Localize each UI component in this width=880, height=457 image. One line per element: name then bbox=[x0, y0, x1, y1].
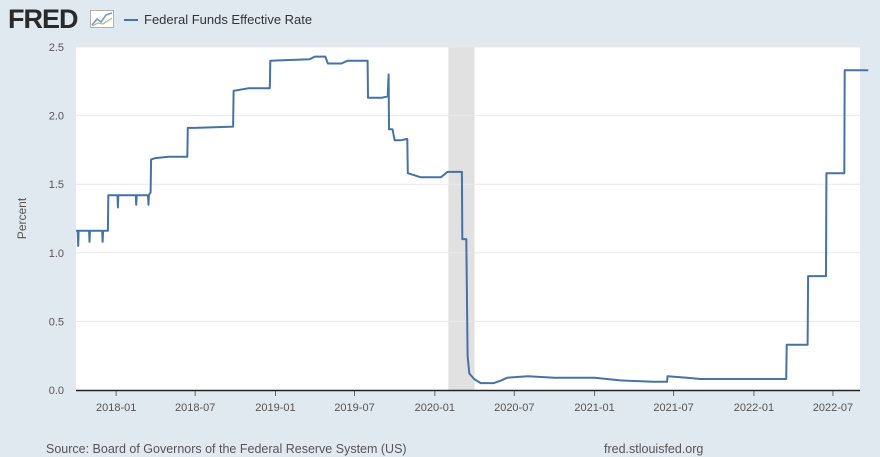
x-tick-label: 2022-01 bbox=[734, 402, 774, 414]
legend-label: Federal Funds Effective Rate bbox=[144, 12, 313, 27]
chart-header: FRED Federal Funds Effective Rate bbox=[0, 0, 880, 40]
y-axis-ticks: 0.0 0.5 1.0 1.5 2.0 2.5 bbox=[49, 42, 64, 397]
y-tick-label: 0.5 bbox=[49, 316, 64, 328]
x-tick-label: 2022-07 bbox=[813, 402, 853, 414]
y-axis-label: Percent bbox=[15, 197, 29, 239]
site-link[interactable]: fred.stlouisfed.org bbox=[604, 442, 704, 456]
x-tick-label: 2020-01 bbox=[415, 402, 455, 414]
y-tick-label: 0.0 bbox=[49, 385, 64, 397]
x-tick-label: 2021-01 bbox=[574, 402, 614, 414]
x-tick-label: 2021-07 bbox=[653, 402, 693, 414]
series-line-federal-funds-rate bbox=[76, 55, 869, 385]
legend-swatch bbox=[124, 19, 138, 21]
fred-logo[interactable]: FRED bbox=[8, 4, 78, 34]
y-tick-label: 2.5 bbox=[49, 42, 64, 54]
chart-footer: Source: Board of Governors of the Federa… bbox=[0, 440, 880, 456]
x-tick-label: 2018-01 bbox=[96, 402, 136, 414]
trend-line-icon bbox=[90, 10, 114, 28]
y-tick-label: 2.0 bbox=[49, 111, 64, 123]
source-note: Source: Board of Governors of the Federa… bbox=[46, 442, 407, 456]
x-tick-label: 2019-01 bbox=[255, 402, 295, 414]
x-tick-label: 2019-07 bbox=[334, 402, 374, 414]
y-tick-label: 1.0 bbox=[49, 248, 64, 260]
line-chart: 0.0 0.5 1.0 1.5 2.0 2.5 2018-01 2018-07 2019-01… bbox=[15, 42, 869, 414]
x-tick-label: 2020-07 bbox=[494, 402, 534, 414]
grid-lines bbox=[76, 46, 860, 322]
y-tick-label: 1.5 bbox=[49, 179, 64, 191]
x-axis-ticks: 2018-01 2018-07 2019-01 2019-07 2020-01 2020-… bbox=[96, 390, 853, 414]
x-tick-label: 2018-07 bbox=[175, 402, 215, 414]
